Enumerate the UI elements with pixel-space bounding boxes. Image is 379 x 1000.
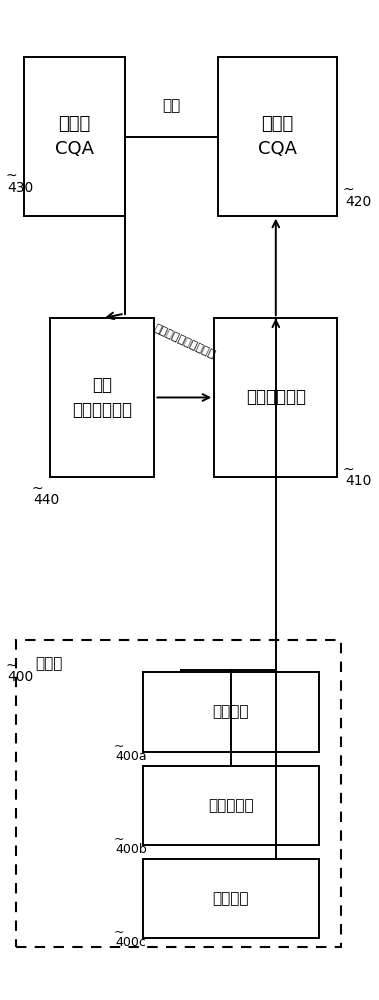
Text: ~: ~ [31,481,43,495]
Text: ~: ~ [113,740,124,753]
FancyBboxPatch shape [50,318,155,477]
Text: 420: 420 [345,195,371,209]
Text: 预测的
CQA: 预测的 CQA [258,115,297,158]
Text: 400: 400 [7,670,33,684]
Text: ~: ~ [113,833,124,846]
Text: 代谢物浓度: 代谢物浓度 [208,798,254,813]
Text: ~: ~ [343,183,355,197]
Text: 400a: 400a [115,750,147,763]
Text: ~: ~ [5,658,17,672]
FancyBboxPatch shape [143,859,319,938]
FancyBboxPatch shape [143,672,319,752]
Text: 440: 440 [33,493,60,507]
Text: 过程变量: 过程变量 [213,705,249,720]
FancyBboxPatch shape [24,57,125,216]
Text: 400b: 400b [115,843,147,856]
Text: 损失
（预测误差）: 损失 （预测误差） [72,376,132,419]
Text: 430: 430 [7,181,33,195]
FancyBboxPatch shape [16,640,341,947]
FancyBboxPatch shape [143,766,319,845]
Text: 410: 410 [345,474,371,488]
Text: 测量的: 测量的 [35,657,63,672]
Text: 系统状态: 系统状态 [213,891,249,906]
Text: ~: ~ [113,926,124,939]
FancyBboxPatch shape [218,57,337,216]
Text: 机器学习模型: 机器学习模型 [246,388,306,406]
Text: 400c: 400c [115,936,146,949]
FancyBboxPatch shape [214,318,337,477]
Text: 测量的
CQA: 测量的 CQA [55,115,94,158]
Text: ~: ~ [343,463,355,477]
Text: 比较: 比较 [162,98,180,113]
Text: 更新模型以最小化损失: 更新模型以最小化损失 [153,323,217,360]
Text: ~: ~ [5,169,17,183]
